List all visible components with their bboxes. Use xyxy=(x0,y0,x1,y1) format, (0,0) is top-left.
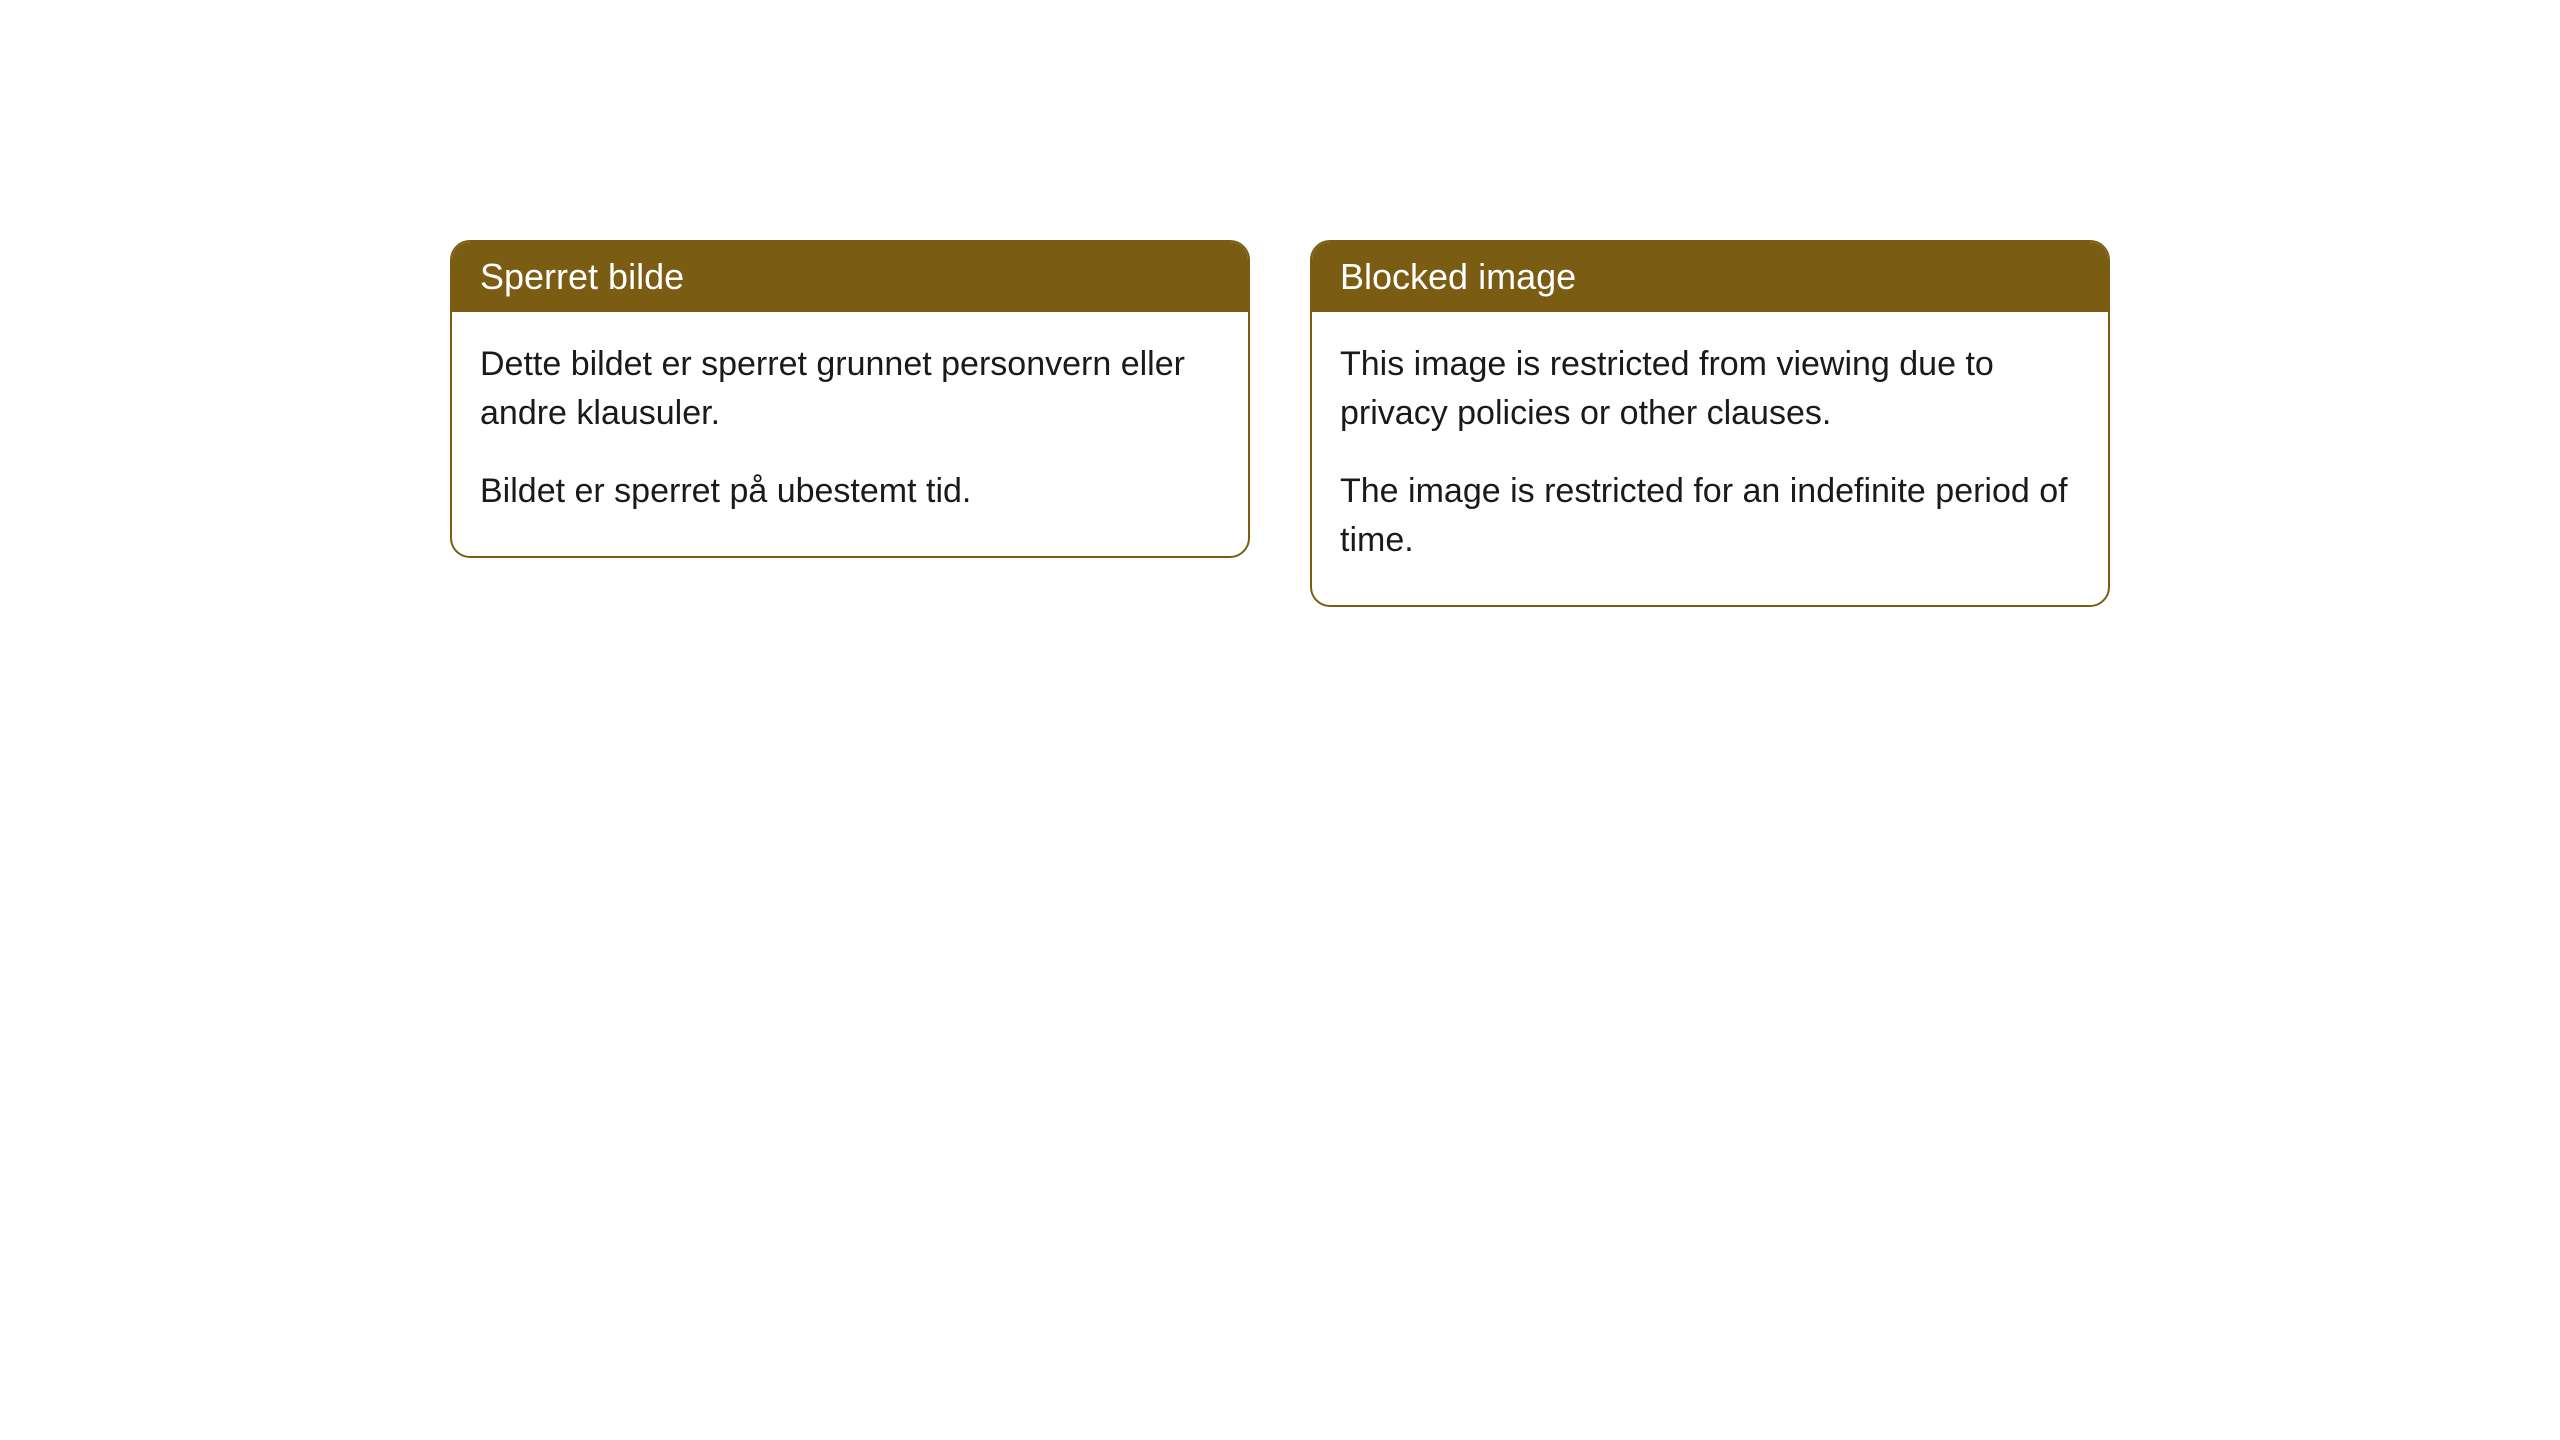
card-body-english: This image is restricted from viewing du… xyxy=(1312,312,2108,605)
blocked-image-card-english: Blocked image This image is restricted f… xyxy=(1310,240,2110,607)
card-paragraph-english-1: This image is restricted from viewing du… xyxy=(1340,340,2080,439)
card-header-norwegian: Sperret bilde xyxy=(452,242,1248,312)
card-title-english: Blocked image xyxy=(1340,256,1576,297)
card-paragraph-norwegian-1: Dette bildet er sperret grunnet personve… xyxy=(480,340,1220,439)
card-header-english: Blocked image xyxy=(1312,242,2108,312)
blocked-image-card-norwegian: Sperret bilde Dette bildet er sperret gr… xyxy=(450,240,1250,558)
notice-cards-container: Sperret bilde Dette bildet er sperret gr… xyxy=(450,240,2110,1440)
card-title-norwegian: Sperret bilde xyxy=(480,256,684,297)
card-body-norwegian: Dette bildet er sperret grunnet personve… xyxy=(452,312,1248,556)
card-paragraph-norwegian-2: Bildet er sperret på ubestemt tid. xyxy=(480,467,1220,516)
card-paragraph-english-2: The image is restricted for an indefinit… xyxy=(1340,467,2080,566)
